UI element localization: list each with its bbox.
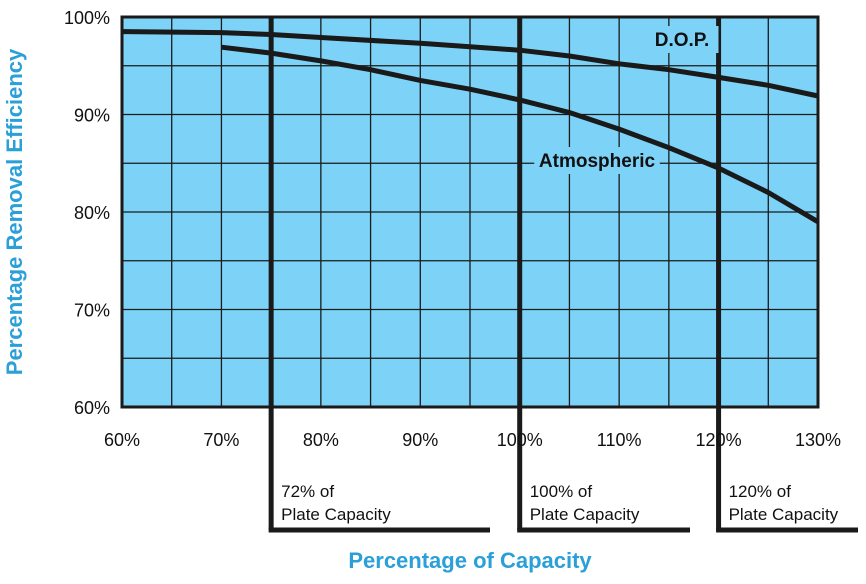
x-axis-title: Percentage of Capacity [348, 548, 592, 573]
x-tick-label: 120% [696, 430, 742, 450]
x-tick-label: 110% [597, 430, 642, 450]
x-tick-label: 60% [104, 430, 140, 450]
reference-lines [268, 17, 858, 533]
x-tick-label: 90% [402, 430, 438, 450]
annotations: 72% of Plate Capacity 100% of Plate Capacit… [281, 482, 839, 524]
series-group: D.O.P. Atmospheric [121, 26, 820, 224]
y-tick-label: 80% [74, 203, 110, 223]
y-axis-title: Percentage Removal Efficiency [2, 48, 27, 375]
x-tick-label: 80% [303, 430, 339, 450]
y-tick-label: 60% [74, 398, 110, 418]
plot-frame [120, 15, 820, 409]
x-tick-label: 130% [795, 430, 841, 450]
annotation-line2: Plate Capacity [530, 505, 640, 524]
x-tick-label: 70% [203, 430, 239, 450]
annotation-line1: 120% of [729, 482, 792, 501]
series-line [221, 44, 820, 224]
x-tick-label: 100% [497, 430, 543, 450]
y-tick-label: 90% [74, 106, 110, 126]
y-tick-label: 100% [64, 8, 110, 28]
series-label: D.O.P. [655, 30, 710, 51]
annotation-line2: Plate Capacity [281, 505, 391, 524]
series-line [121, 29, 819, 99]
annotation-line2: Plate Capacity [729, 505, 839, 524]
tick-labels: 60% 70% 80% 90% 100% 110% 120% 130% 60% 70% 80% 90%… [64, 8, 841, 450]
series-label-bg [645, 26, 719, 53]
series-label-bg [534, 147, 660, 174]
annotation-line1: 100% of [530, 482, 593, 501]
series-label: Atmospheric [539, 151, 656, 172]
annotation-line1: 72% of [281, 482, 334, 501]
y-tick-label: 70% [74, 301, 110, 321]
